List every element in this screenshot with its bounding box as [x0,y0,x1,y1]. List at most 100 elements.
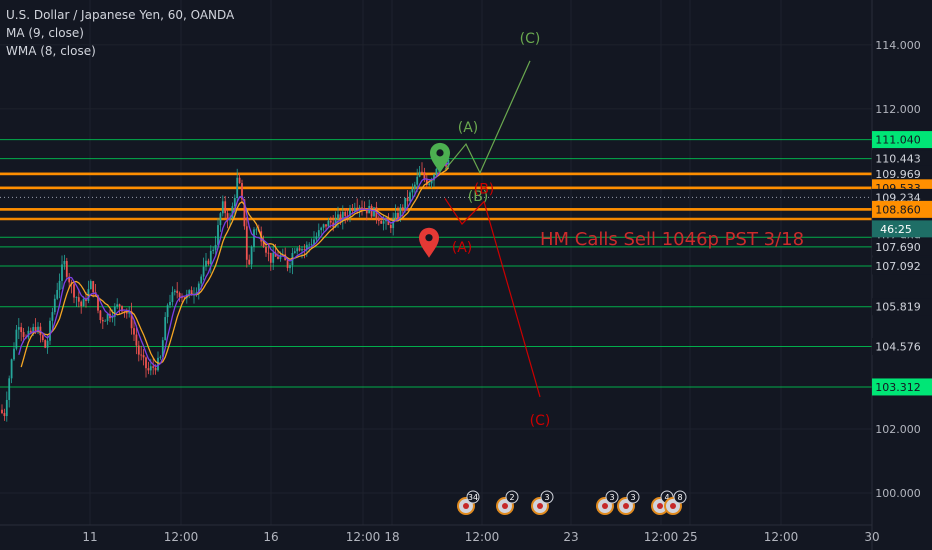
green-wave-label: (B) [468,189,489,205]
candle-body [97,295,99,311]
candle-body [269,252,272,263]
level-tag-label: 105.819 [875,301,921,314]
level-tag[interactable] [872,338,932,355]
event-markers[interactable]: 34 2 3 3 3 4 8 [457,490,687,515]
candle-body [356,207,359,209]
candle-body [61,264,63,281]
candle-body [178,293,181,298]
event-marker[interactable]: 3 [617,490,640,515]
event-marker[interactable]: 3 [596,490,619,515]
level-tag[interactable] [872,200,932,218]
candle-body [82,298,85,307]
green-pin-icon[interactable] [430,142,450,173]
event-marker[interactable]: 34 [457,490,480,515]
flag-icon-center [602,503,608,509]
event-marker[interactable]: 3 [531,490,554,515]
candle-body [250,246,253,265]
red-wave-label: (C) [530,413,551,429]
level-tag[interactable] [872,131,932,149]
event-count-badge [626,490,640,504]
countdown-tag [872,220,932,238]
candle-body [34,327,37,332]
symbol-label[interactable]: U.S. Dollar / Japanese Yen, 60, OANDA [6,8,235,22]
candle-body [58,280,61,290]
candle-body [293,251,296,254]
moving-averages [18,162,449,368]
ma-indicator-label[interactable]: MA (9, close) [6,26,84,40]
red-pin-icon[interactable] [419,227,439,258]
green-pin-icon-shape [430,142,450,173]
candle-body [394,212,397,219]
event-count-badge [673,490,687,504]
candle-body [274,252,277,257]
level-tag[interactable] [872,378,932,396]
annotation-text[interactable]: HM Calls Sell 1046p PST 3/18 [540,229,804,250]
flag-icon-center [463,503,469,509]
level-tag[interactable] [872,257,932,275]
time-axis[interactable]: 11 12:00 16 12:00 18 12:00 23 12:00 25 12:00 30 [0,524,880,544]
candle-body [176,290,179,294]
candle-body [401,207,404,210]
candle-body [20,327,23,333]
candle-body [8,378,11,400]
red-pin-icon-shape [419,227,439,258]
event-count-badge [505,490,519,504]
candle-body [73,284,75,298]
event-marker[interactable]: 8 [664,490,687,515]
candle-body [80,301,83,307]
candle-body [113,306,116,317]
candle-body [181,297,183,299]
candle-body [209,250,212,265]
candle-body [313,239,315,245]
red-wave-path[interactable] [444,198,541,398]
candle-body [152,366,155,368]
time-tick-label: 12:00 [346,530,381,544]
candle-body [106,313,109,321]
candle-body [32,327,35,333]
level-tag[interactable] [872,298,932,316]
candle-body [382,221,385,224]
elliott-waves: (A) (B) (C) (A) (B) (C) HM Calls Sell 1046p PS… [419,31,804,429]
candle-body [433,174,435,181]
candle-body [10,359,13,379]
candle-body [339,214,342,222]
candle-body [214,244,217,250]
candle-body [315,236,318,240]
price-axis[interactable]: 114.000 112.000 102.000 100.000 111.040 110.4… [871,0,932,550]
candle-body [159,356,162,358]
candle-body [310,244,313,246]
level-tag[interactable] [872,150,932,168]
candle-body [171,292,174,302]
candle-body [130,311,133,329]
candle-body [125,311,128,314]
candle-body [118,304,121,307]
level-tag[interactable] [872,165,932,183]
green-wave-path[interactable] [444,60,531,175]
green-wave-label: (C) [520,31,541,47]
candle-body [248,259,251,265]
candle-body [255,229,258,231]
candle-body [421,171,423,173]
candle-body [157,357,159,371]
wma-indicator-label[interactable]: WMA (8, close) [6,44,96,58]
candle-body [149,366,152,371]
flag-icon-center [502,503,508,509]
flag-icon-center [537,503,543,509]
candle-body [423,172,426,179]
candle-body [51,312,54,321]
level-tag[interactable] [872,238,932,256]
candle-body [430,180,433,184]
time-tick-label: 11 [82,530,97,544]
candle-body [385,219,387,222]
event-count-badge [605,490,619,504]
countdown-label: 46:25 [880,223,912,236]
event-marker[interactable]: 2 [496,490,519,515]
candle-body [37,326,39,332]
candle-body [75,297,78,299]
candle-body [329,220,332,223]
candle-body [154,367,157,371]
level-tag-label: 107.690 [875,241,921,254]
event-count-label: 4 [664,493,669,502]
